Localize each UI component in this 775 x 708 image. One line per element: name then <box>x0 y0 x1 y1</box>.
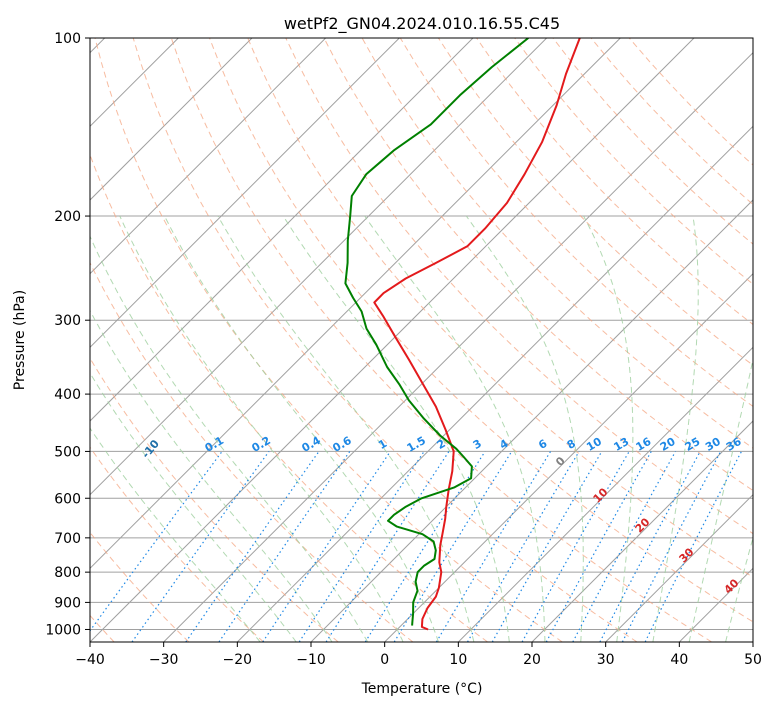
mixing-ratio-line <box>545 451 652 642</box>
isotherm-line <box>90 38 253 201</box>
isotherm-line <box>163 51 753 642</box>
y-axis-label: Pressure (hPa) <box>12 290 28 390</box>
x-tick-label: −10 <box>296 652 326 668</box>
y-tick-label: 600 <box>54 491 81 507</box>
isotherm-line <box>531 420 753 642</box>
mixing-ratio-line <box>218 451 351 642</box>
dry-adiabat-line <box>476 38 753 326</box>
moist-adiabat-line <box>90 309 333 642</box>
moist-adiabat-line <box>652 215 699 642</box>
x-tick-label: 20 <box>523 652 541 668</box>
isotherm-line <box>90 38 474 422</box>
adiabat-layer <box>90 38 753 642</box>
isotherm-line <box>90 38 327 275</box>
moist-adiabat-line <box>90 427 261 642</box>
mixing-ratio-line <box>185 451 320 642</box>
x-tick-label: 0 <box>380 652 389 668</box>
x-tick-label: −30 <box>149 652 179 668</box>
y-tick-label: 300 <box>54 313 81 329</box>
dry-adiabat-line <box>285 38 753 535</box>
mixing-ratio-layer <box>90 451 743 642</box>
isotherm-line <box>236 125 753 642</box>
dry-adiabat-line <box>170 38 712 642</box>
grid-layer <box>90 38 753 642</box>
tick-layer: −40 −30 −20 −10 0 10 20 30 40 50 100 200 300 400 500 60… <box>45 31 762 668</box>
dry-adiabat-line <box>247 38 753 578</box>
temperature-profile-line <box>373 38 581 631</box>
mixing-ratio-line <box>435 451 552 642</box>
x-tick-label: −20 <box>223 652 253 668</box>
y-tick-label: 100 <box>54 31 81 47</box>
mixing-ratio-line <box>262 451 391 642</box>
mixing-ratio-line <box>572 451 677 642</box>
x-axis-label: Temperature (°C) <box>361 681 483 697</box>
dry-adiabat-line <box>94 38 563 642</box>
moist-adiabat-line <box>90 235 369 642</box>
x-tick-label: 40 <box>670 652 688 668</box>
isotherm-line <box>384 272 753 642</box>
moist-adiabat-line <box>164 215 439 642</box>
dry-adiabat-line <box>132 38 638 642</box>
x-tick-label: 30 <box>597 652 615 668</box>
mixing-ratio-line <box>364 451 486 642</box>
dry-adiabat-line <box>514 38 753 285</box>
y-tick-label: 200 <box>54 209 81 225</box>
dry-adiabat-line <box>209 38 753 623</box>
moist-adiabat-line <box>364 215 546 642</box>
y-tick-label: 700 <box>54 531 81 547</box>
isotherm-line <box>457 346 753 642</box>
moist-adiabat-line <box>217 215 475 642</box>
dry-adiabat-line <box>90 261 414 642</box>
x-tick-label: −40 <box>75 652 105 668</box>
dry-adiabat-line <box>90 446 264 642</box>
y-tick-label: 400 <box>54 387 81 403</box>
mixing-ratio-line <box>644 451 743 642</box>
isotherm-line <box>90 38 621 570</box>
x-tick-label: 10 <box>449 652 467 668</box>
dewpoint-profile-line <box>344 38 529 626</box>
dry-adiabat-line <box>323 38 753 492</box>
plot-frame <box>89 37 754 643</box>
moist-adiabat-line <box>119 215 404 642</box>
isotherm-line <box>90 38 548 496</box>
moist-adiabat-line <box>583 215 634 642</box>
moist-adiabat-line <box>90 372 297 642</box>
mixing-ratio-line <box>393 451 513 642</box>
y-tick-label: 900 <box>54 595 81 611</box>
x-tick-label: 50 <box>744 652 762 668</box>
y-tick-label: 800 <box>54 565 81 581</box>
y-tick-label: 1000 <box>45 622 81 638</box>
isotherm-line <box>605 493 753 642</box>
moist-adiabat-line <box>282 215 510 642</box>
moist-adiabat-line <box>465 215 584 642</box>
isotherm-line <box>90 38 695 642</box>
mixing-ratio-line <box>466 451 580 642</box>
isotherm-line <box>90 38 400 349</box>
chart-title: wetPf2_GN04.2024.010.16.55.C45 <box>284 14 560 34</box>
profile-layer <box>344 38 581 631</box>
mixing-ratio-line <box>298 451 425 642</box>
y-tick-label: 500 <box>54 444 81 460</box>
mixing-ratio-line <box>325 451 450 642</box>
mixing-ratio-line <box>131 451 270 642</box>
